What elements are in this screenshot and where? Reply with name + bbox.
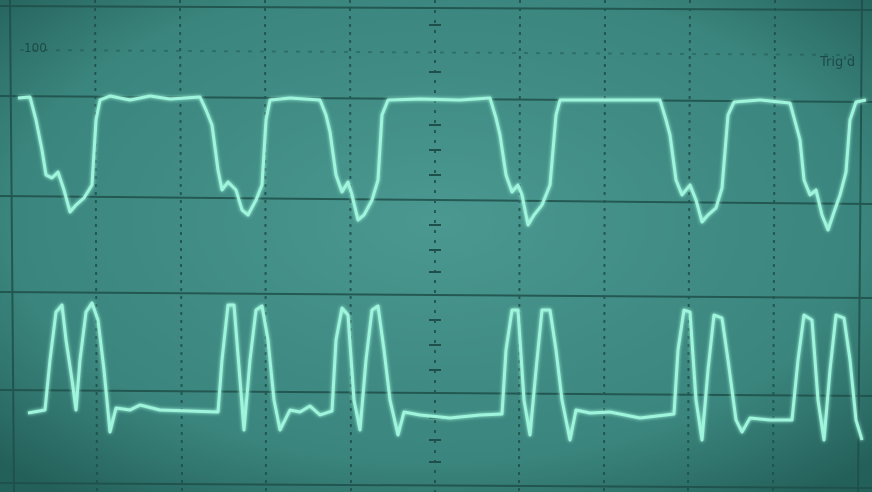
top-right-label: Trig'd — [819, 55, 855, 70]
waveforms — [17, 94, 867, 442]
top-left-label: 100 — [24, 41, 47, 55]
channel-1-trace — [17, 94, 867, 232]
channel-2-trace — [27, 301, 864, 442]
